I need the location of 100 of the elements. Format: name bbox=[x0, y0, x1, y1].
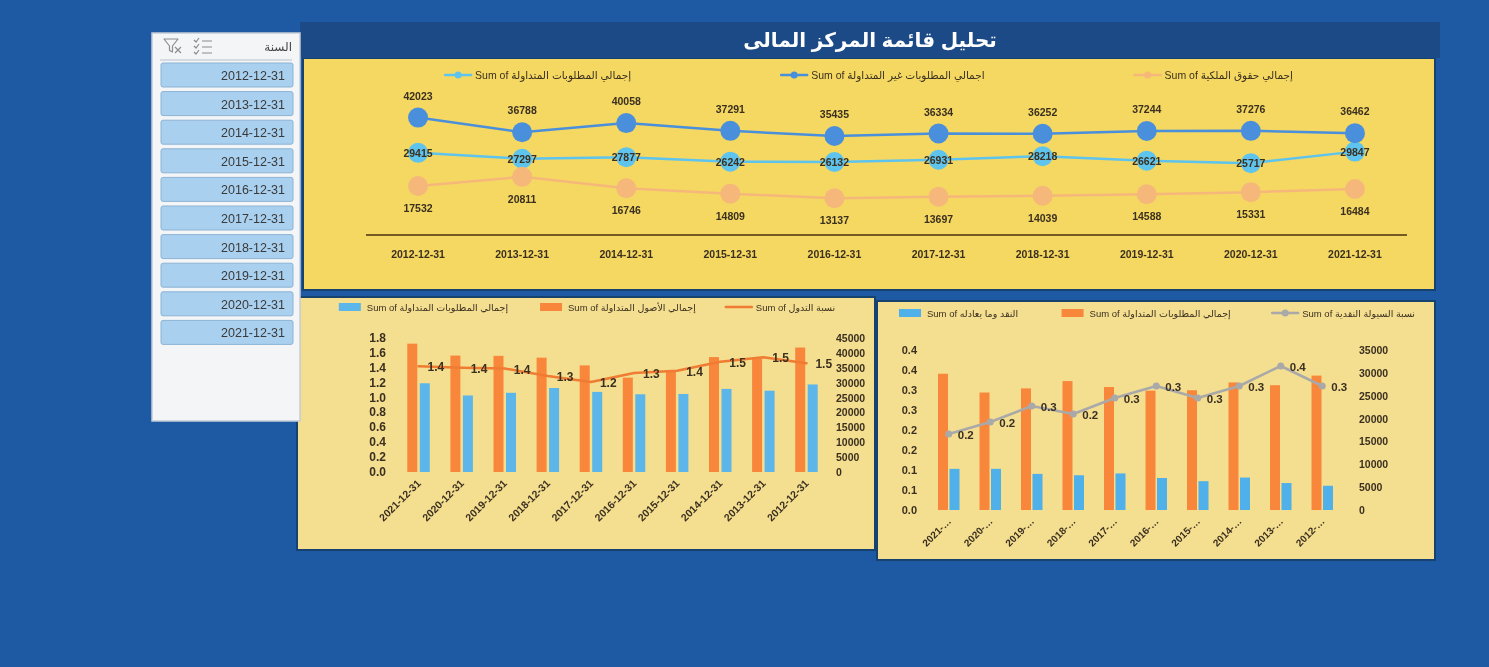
bar bbox=[1062, 381, 1073, 510]
legend-label: Sum of اجمالي المطلوبات غير المتداولة bbox=[811, 69, 985, 82]
bar bbox=[1145, 390, 1156, 510]
legend-label: Sum of إجمالي الأصول المتداولة bbox=[568, 302, 697, 314]
point bbox=[824, 126, 845, 147]
data-label: 36462 bbox=[1340, 105, 1370, 118]
text: 2015-12-31 bbox=[221, 154, 286, 169]
y-tick-label: 0.3 bbox=[901, 404, 917, 416]
y-tick-label: 0.0 bbox=[901, 504, 917, 516]
point bbox=[1344, 178, 1365, 199]
point bbox=[986, 418, 994, 426]
y2-tick-label: 20000 bbox=[836, 406, 866, 419]
data-label: 40058 bbox=[611, 95, 642, 108]
data-label: 14588 bbox=[1132, 210, 1162, 223]
y-tick-label: 0.1 bbox=[901, 484, 917, 496]
x-tick-label: 2016-12-31 bbox=[807, 248, 862, 260]
legend-label: Sum of النقد وما يعادله bbox=[927, 308, 1019, 319]
y-tick-label: 0.2 bbox=[369, 450, 387, 465]
bar bbox=[1074, 475, 1084, 510]
point bbox=[1152, 382, 1160, 390]
text: 2020-12-31 bbox=[221, 297, 286, 312]
y2-tick-label: 10000 bbox=[836, 436, 866, 449]
data-label: 37291 bbox=[715, 102, 746, 115]
data-label: 0.2 bbox=[999, 417, 1016, 429]
data-label: 0.2 bbox=[1082, 409, 1099, 421]
data-label: 1.4 bbox=[686, 364, 704, 379]
point bbox=[1240, 182, 1261, 203]
data-label: 1.5 bbox=[772, 351, 790, 366]
bar bbox=[592, 391, 603, 472]
bar bbox=[1240, 477, 1250, 510]
point bbox=[1069, 410, 1077, 418]
data-label: 1.4 bbox=[427, 360, 445, 375]
text: 2019-12-31 bbox=[221, 269, 286, 284]
bar bbox=[1281, 483, 1292, 510]
data-label: 26132 bbox=[819, 156, 850, 168]
y-tick-label: 0.4 bbox=[901, 364, 918, 376]
bar bbox=[1032, 473, 1043, 510]
text: 2013-12-31 bbox=[221, 97, 286, 112]
x-tick-label: 2013-12-31 bbox=[495, 248, 550, 260]
bar bbox=[419, 383, 430, 472]
y2-tick-label: 35000 bbox=[836, 361, 866, 374]
legend-label: Sum of إجمالي حقوق الملكية bbox=[1164, 69, 1293, 82]
bar bbox=[938, 373, 948, 510]
data-label: 0.3 bbox=[1040, 401, 1057, 413]
data-label: 0.3 bbox=[1206, 393, 1223, 405]
y-tick-label: 1.4 bbox=[369, 360, 387, 375]
data-label: 26242 bbox=[715, 155, 746, 168]
point bbox=[1032, 185, 1053, 206]
data-label: 37276 bbox=[1236, 102, 1266, 115]
text: السنة bbox=[264, 40, 292, 54]
y2-tick-label: 40000 bbox=[836, 346, 866, 359]
y-tick-label: 0.4 bbox=[901, 344, 918, 356]
point bbox=[1032, 123, 1053, 144]
point bbox=[1111, 394, 1119, 402]
x-tick-label: 2012-12-31 bbox=[391, 248, 446, 260]
point bbox=[512, 122, 533, 143]
y2-tick-label: 30000 bbox=[1359, 366, 1389, 379]
data-label: 26931 bbox=[923, 153, 954, 166]
data-label: 36252 bbox=[1028, 105, 1058, 118]
x-tick-label: 2018-12-31 bbox=[1015, 248, 1070, 260]
y-tick-label: 1.8 bbox=[369, 331, 387, 345]
bar bbox=[721, 388, 732, 472]
point bbox=[408, 176, 429, 197]
data-label: 42023 bbox=[403, 89, 433, 102]
data-label: 15331 bbox=[1236, 208, 1266, 221]
bar bbox=[678, 393, 689, 472]
chart-title: تحليل قائمة المركز المالى bbox=[743, 29, 997, 52]
point bbox=[408, 107, 429, 128]
x-tick-label: 2014-12-31 bbox=[599, 248, 654, 260]
y2-tick-label: 0 bbox=[1359, 504, 1365, 516]
bar bbox=[979, 392, 990, 510]
point bbox=[1318, 382, 1326, 390]
text: 2017-12-31 bbox=[221, 212, 286, 226]
text: 2014-12-31 bbox=[221, 126, 286, 141]
bar bbox=[1228, 382, 1239, 510]
text: 2012-12-31 bbox=[221, 69, 286, 83]
point bbox=[1136, 184, 1157, 205]
point bbox=[824, 188, 845, 209]
data-label: 36334 bbox=[923, 105, 954, 118]
data-label: 27297 bbox=[507, 152, 537, 165]
text: 2016-12-31 bbox=[221, 183, 286, 198]
data-label: 16484 bbox=[1340, 204, 1370, 217]
bar bbox=[635, 394, 646, 472]
point bbox=[512, 166, 533, 187]
bar bbox=[1187, 390, 1197, 510]
bar bbox=[949, 468, 960, 510]
bar bbox=[549, 388, 560, 472]
data-label: 17532 bbox=[403, 202, 433, 215]
data-label: 25717 bbox=[1236, 157, 1266, 170]
y-tick-label: 0.6 bbox=[369, 420, 387, 435]
y2-tick-label: 5000 bbox=[836, 451, 860, 464]
point bbox=[945, 430, 953, 438]
y-tick-label: 0.2 bbox=[901, 424, 917, 436]
data-label: 1.3 bbox=[556, 369, 574, 384]
y-tick-label: 0.4 bbox=[369, 435, 387, 450]
bar bbox=[506, 392, 516, 472]
x-tick-label: 2021-12-31 bbox=[1328, 248, 1382, 260]
data-label: 27877 bbox=[611, 151, 642, 164]
y2-tick-label: 25000 bbox=[1359, 389, 1389, 402]
x-tick-label: 2020-12-31 bbox=[1223, 248, 1278, 260]
